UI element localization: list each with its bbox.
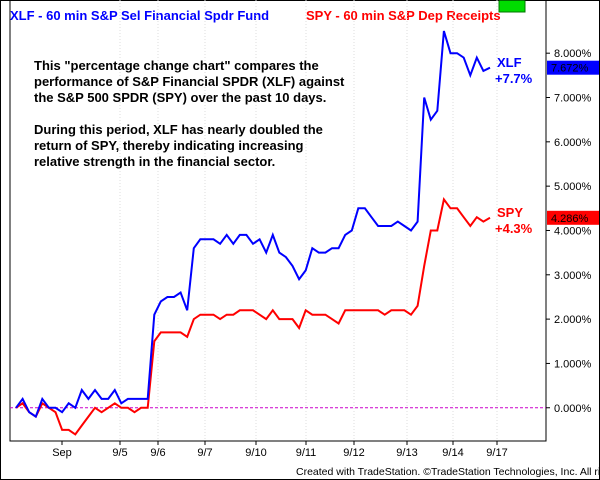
x-tick-label: 9/10 <box>245 447 266 459</box>
y-tick-label: 1.000% <box>554 358 592 370</box>
y-tick-label: 4.000% <box>554 225 592 237</box>
spy-label: SPY <box>497 205 523 220</box>
series-line-spy <box>15 197 491 436</box>
x-tick-label: 9/7 <box>197 447 212 459</box>
footer-credit: Created with TradeStation. ©TradeStation… <box>296 466 600 478</box>
x-tick-label: 9/12 <box>343 447 364 459</box>
xlf-change-label: +7.7% <box>495 71 533 86</box>
x-tick-label: Sep <box>52 447 72 459</box>
spy-badge-box <box>547 210 599 225</box>
annotation-line-1: This "percentage change chart" compares … <box>34 58 319 73</box>
y-tick-label: 0.000% <box>554 403 592 415</box>
x-tick-label: 9/13 <box>396 447 417 459</box>
spy-last-value-badge: 4.286% <box>547 210 599 225</box>
y-axis: 8.000% 7.000% 6.000% 5.000% 4.000% 3.000% 2.00… <box>546 48 592 415</box>
y-tick-label: 8.000% <box>554 48 592 60</box>
annotation-line-5: return of SPY, thereby indicating increa… <box>34 138 304 153</box>
annotation-line-3: the S&P 500 SPDR (SPY) over the past 10 … <box>34 90 326 105</box>
xlf-last-value: 7.672% <box>551 63 589 75</box>
x-axis: Sep 9/5 9/6 9/7 9/10 9/11 9/12 9/13 9/14 9/17 <box>52 441 508 459</box>
y-tick-label: 2.000% <box>554 314 592 326</box>
annotation-line-6: relative strength in the financial secto… <box>34 154 275 169</box>
series-line-xlf <box>15 30 491 419</box>
y-tick-label: 7.000% <box>554 93 592 105</box>
x-tick-label: 9/17 <box>486 447 507 459</box>
xlf-series-title: XLF - 60 min S&P Sel Financial Spdr Fund <box>10 8 269 23</box>
scroll-indicator[interactable] <box>498 0 526 13</box>
xlf-last-value-badge: 7.672% <box>547 60 599 75</box>
x-tick-label: 9/5 <box>112 447 127 459</box>
spy-series-title: SPY - 60 min S&P Dep Receipts <box>306 8 501 23</box>
x-tick-label: 9/14 <box>442 447 463 459</box>
y-tick-label: 3.000% <box>554 270 592 282</box>
annotation-line-2: performance of S&P Financial SPDR (XLF) … <box>34 74 345 89</box>
xlf-badge-box <box>547 60 599 75</box>
y-tick-label: 6.000% <box>554 137 592 149</box>
x-tick-label: 9/6 <box>150 447 165 459</box>
spy-change-label: +4.3% <box>495 221 533 236</box>
spy-last-value: 4.286% <box>551 213 589 225</box>
annotation-line-4: During this period, XLF has nearly doubl… <box>34 122 323 137</box>
y-tick-label: 5.000% <box>554 181 592 193</box>
xlf-label: XLF <box>497 55 522 70</box>
plot-area <box>9 0 547 442</box>
x-tick-label: 9/11 <box>296 447 317 459</box>
